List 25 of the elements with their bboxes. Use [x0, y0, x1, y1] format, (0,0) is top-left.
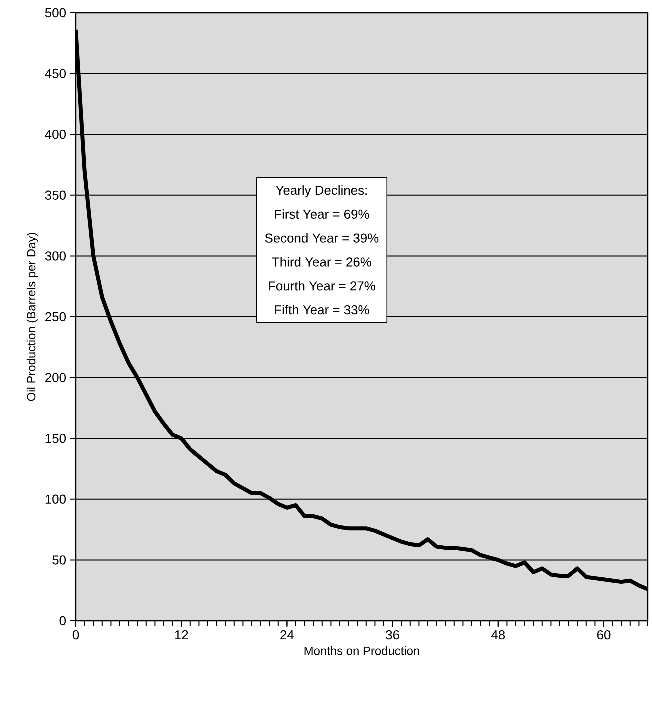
x-tick-label: 12 [175, 630, 188, 640]
annotation: Second Year = 39% [265, 233, 379, 243]
y-tick-label: 300 [45, 252, 66, 261]
y-tick-label: 350 [45, 190, 66, 200]
x-tick-label: 24 [280, 630, 294, 640]
y-tick-label: 100 [46, 494, 66, 504]
annotation: Fifth Year = 33% [275, 305, 370, 315]
x-tick-label: 0 [72, 630, 80, 640]
annotation: Yearly Declines: [276, 186, 367, 198]
y-tick-label: 0 [60, 616, 66, 626]
annotation: Third Year = 26% [272, 257, 372, 267]
y-axis-title: Oil Production (Barrels per Day) [26, 233, 38, 402]
x-tick-label: 60 [597, 630, 611, 640]
y-tick-label: 450 [45, 69, 66, 78]
y-tick-label: 200 [46, 373, 66, 382]
y-tick-label: 500 [45, 8, 66, 18]
y-tick-label: 400 [45, 130, 66, 140]
y-tick-label: 50 [52, 556, 66, 565]
x-tick-label: 48 [491, 630, 506, 640]
y-tick-label: 250 [46, 312, 66, 322]
annotation: First Year = 69% [275, 209, 370, 220]
x-tick-label: 36 [386, 630, 400, 640]
annotation: Fourth Year = 27% [269, 281, 376, 291]
y-tick-label: 150 [46, 434, 66, 444]
x-axis-title: Months on Production [304, 646, 420, 656]
